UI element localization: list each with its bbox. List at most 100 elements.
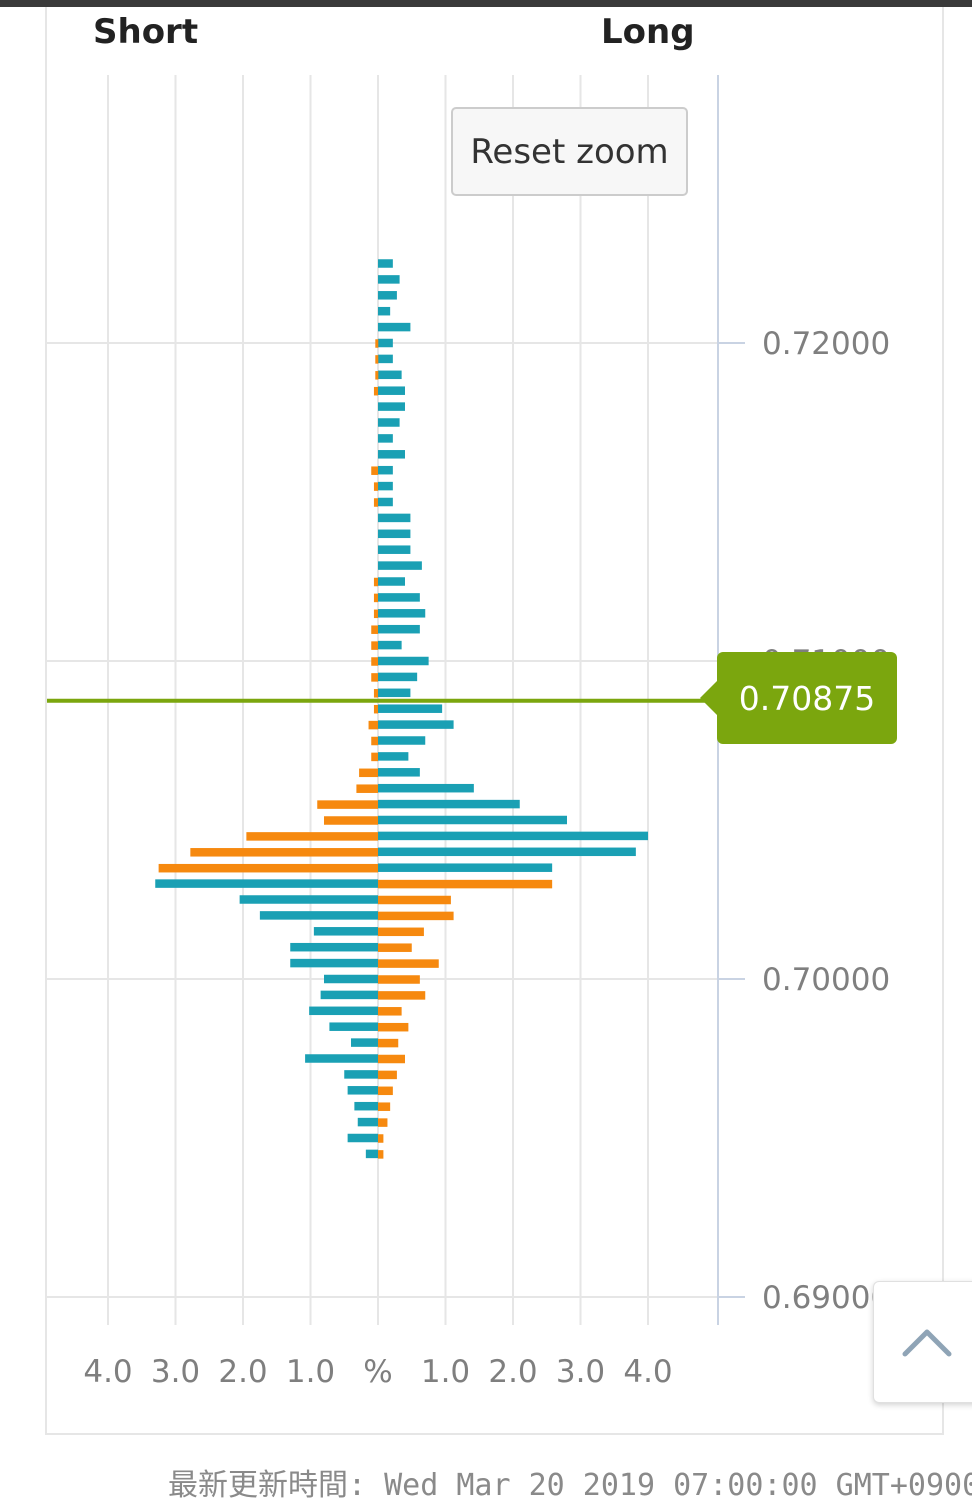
chart-bar[interactable] xyxy=(378,720,454,729)
chart-bar[interactable] xyxy=(190,848,378,857)
chart-bar[interactable] xyxy=(378,624,420,634)
chart-bar[interactable] xyxy=(320,990,378,1000)
chart-bar[interactable] xyxy=(373,577,378,587)
chart-bar[interactable] xyxy=(378,943,412,952)
chart-bar[interactable] xyxy=(357,1117,378,1127)
chart-bar[interactable] xyxy=(378,322,411,332)
chart-bar[interactable] xyxy=(378,481,393,491)
chart-bar[interactable] xyxy=(378,752,409,761)
chart-bar[interactable] xyxy=(378,783,474,793)
chart-bar[interactable] xyxy=(378,577,405,586)
chart-bar[interactable] xyxy=(378,768,420,777)
chart-bar[interactable] xyxy=(378,1086,393,1096)
chart-bar[interactable] xyxy=(378,593,420,602)
chart-bar[interactable] xyxy=(378,991,426,1000)
chart-bar[interactable] xyxy=(378,815,567,825)
chart-bar[interactable] xyxy=(378,386,405,395)
chart-bar[interactable] xyxy=(378,863,553,872)
chart-bar[interactable] xyxy=(378,370,402,380)
chart-bar[interactable] xyxy=(290,942,378,952)
chart-bar[interactable] xyxy=(351,1038,378,1047)
chart-bar[interactable] xyxy=(373,689,378,698)
chart-bar[interactable] xyxy=(378,688,411,698)
chart-bar[interactable] xyxy=(378,291,397,300)
chart-bar[interactable] xyxy=(378,704,443,713)
chart-bar[interactable] xyxy=(378,656,429,666)
chart-bar[interactable] xyxy=(373,386,378,396)
scroll-to-top-button[interactable] xyxy=(873,1281,972,1403)
chart-bar[interactable] xyxy=(378,1070,397,1080)
chart-bar[interactable] xyxy=(354,1101,378,1111)
chart-bar[interactable] xyxy=(371,466,378,475)
chart-bar[interactable] xyxy=(378,306,391,316)
chart-bar[interactable] xyxy=(378,1150,384,1159)
chart-bar[interactable] xyxy=(373,498,378,507)
chart-bar[interactable] xyxy=(378,1054,405,1064)
chart-bar[interactable] xyxy=(347,1086,378,1095)
chart-bar[interactable] xyxy=(158,863,378,873)
chart-bar[interactable] xyxy=(371,657,378,666)
chart-bar[interactable] xyxy=(375,339,379,348)
chart-bar[interactable] xyxy=(373,593,378,603)
chart-bar[interactable] xyxy=(378,497,393,507)
chart-bar[interactable] xyxy=(239,895,378,904)
chart-bar[interactable] xyxy=(324,974,378,984)
chart-bar[interactable] xyxy=(356,784,378,793)
chart-bar[interactable] xyxy=(378,1038,399,1048)
chart-bar[interactable] xyxy=(324,816,378,825)
chart-bar[interactable] xyxy=(378,402,405,411)
chart-bar[interactable] xyxy=(378,831,648,841)
chart-bar[interactable] xyxy=(371,641,378,650)
chart-bar[interactable] xyxy=(378,561,422,570)
chart-bar[interactable] xyxy=(378,513,411,523)
chart-bar[interactable] xyxy=(317,800,378,809)
chart-bar[interactable] xyxy=(375,355,379,364)
chart-bar[interactable] xyxy=(365,1149,378,1159)
chart-bar[interactable] xyxy=(378,434,393,443)
chart-bar[interactable] xyxy=(378,927,424,937)
chart-bar[interactable] xyxy=(378,1102,391,1111)
chart-bar[interactable] xyxy=(371,752,378,762)
chart-bar[interactable] xyxy=(373,609,378,619)
chart-bar[interactable] xyxy=(313,927,378,936)
chart-bar[interactable] xyxy=(373,482,378,491)
chart-bar[interactable] xyxy=(378,465,393,475)
chart-bar[interactable] xyxy=(259,911,378,920)
chart-bar[interactable] xyxy=(378,609,426,618)
chart-bar[interactable] xyxy=(371,736,378,746)
chart-bar[interactable] xyxy=(378,975,420,984)
chart-bar[interactable] xyxy=(368,720,378,730)
chart-bar[interactable] xyxy=(347,1133,378,1143)
chart-bar[interactable] xyxy=(309,1006,378,1016)
chart-bar[interactable] xyxy=(329,1022,378,1031)
chart-bar[interactable] xyxy=(290,958,378,968)
chart-bar[interactable] xyxy=(378,879,553,889)
reset-zoom-button[interactable]: Reset zoom xyxy=(451,107,688,196)
chart-bar[interactable] xyxy=(378,672,418,682)
chart-bar[interactable] xyxy=(378,529,411,539)
chart-bar[interactable] xyxy=(378,1007,402,1016)
chart-bar[interactable] xyxy=(378,799,520,809)
chart-bar[interactable] xyxy=(371,673,378,682)
chart-bar[interactable] xyxy=(378,418,400,427)
chart-bar[interactable] xyxy=(359,768,378,778)
chart-bar[interactable] xyxy=(344,1070,378,1079)
chart-bar[interactable] xyxy=(371,625,378,634)
chart-bar[interactable] xyxy=(378,959,439,968)
chart-bar[interactable] xyxy=(378,338,393,348)
chart-bar[interactable] xyxy=(375,371,379,380)
chart-bar[interactable] xyxy=(378,640,402,650)
chart-bar[interactable] xyxy=(378,895,451,905)
chart-bar[interactable] xyxy=(378,354,393,364)
chart-bar[interactable] xyxy=(378,1022,409,1032)
chart-bar[interactable] xyxy=(378,911,454,921)
chart-bar[interactable] xyxy=(378,450,405,459)
chart-bar[interactable] xyxy=(378,1118,388,1127)
chart-bar[interactable] xyxy=(155,879,378,888)
chart-bar[interactable] xyxy=(378,847,636,857)
chart-bar[interactable] xyxy=(378,545,411,554)
chart-bar[interactable] xyxy=(373,704,378,714)
chart-bar[interactable] xyxy=(246,832,378,841)
chart-bar[interactable] xyxy=(378,1134,384,1143)
